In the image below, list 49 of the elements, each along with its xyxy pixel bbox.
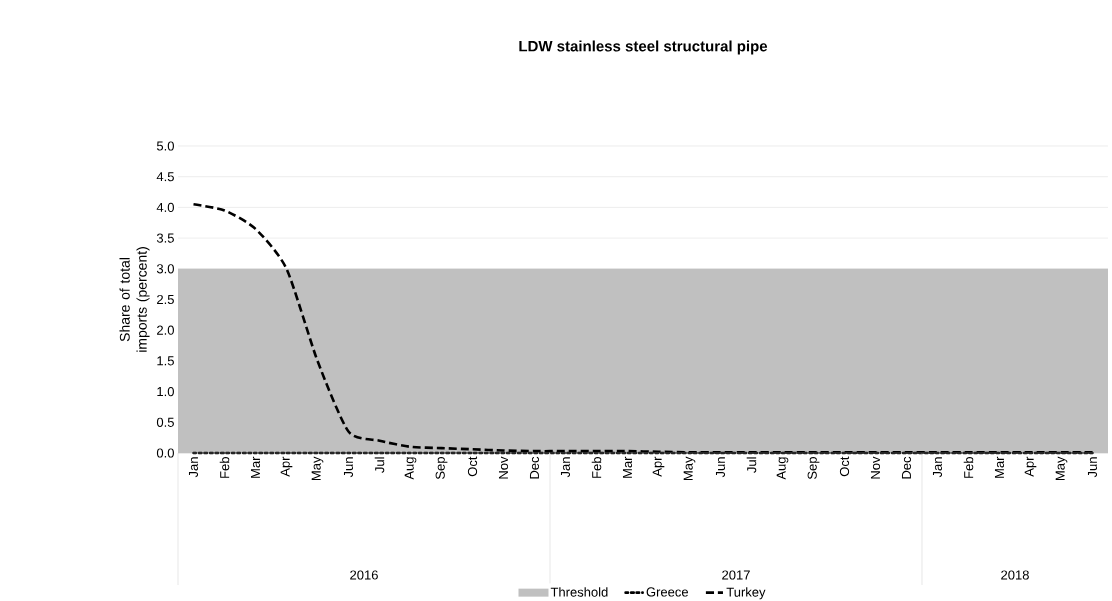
x-tick-label: Jan	[188, 457, 199, 478]
x-tick-label: Apr	[652, 456, 665, 477]
x-tick-label: Apr	[1024, 456, 1037, 477]
x-tick-label: Mar	[622, 456, 633, 478]
x-tick-label: Jul	[746, 457, 757, 473]
legend-label: Turkey	[726, 587, 766, 600]
y-tick-label: 4.5	[156, 172, 174, 182]
x-tick-label: Jun	[715, 457, 726, 478]
x-tick-label: Aug	[776, 457, 789, 480]
text: 2016	[350, 570, 378, 580]
x-tick-label: Sep	[807, 457, 820, 480]
x-tick-label: Feb	[219, 457, 230, 478]
y-tick-label: 2.0	[157, 325, 174, 335]
x-tick-label: Dec	[529, 456, 540, 479]
x-tick-label: Mar	[994, 456, 1005, 478]
y-tick-label: 3.0	[156, 264, 174, 274]
x-tick-label: May	[1055, 456, 1068, 481]
y-tick-label: 1.5	[157, 356, 174, 366]
legend-label: Threshold	[550, 587, 608, 597]
text: 2018	[1001, 570, 1029, 580]
y-tick-label: 1.0	[157, 386, 174, 397]
y-tick-label: 3.5	[156, 233, 174, 243]
y-tick-label: 5.0	[156, 141, 174, 151]
y-tick-label: 0.0	[156, 448, 174, 458]
x-tick-label: Oct	[467, 456, 478, 477]
chart-title: LDW stainless steel structural pipe	[519, 40, 768, 55]
x-tick-label: Nov	[870, 456, 881, 479]
x-tick-label: Dec	[901, 456, 912, 479]
legend-label: Greece	[646, 587, 689, 597]
x-tick-label: Jul	[374, 457, 385, 473]
x-tick-label: Sep	[435, 457, 448, 480]
x-tick-label: Apr	[280, 456, 293, 477]
x-tick-label: Nov	[498, 456, 509, 479]
text: 2017	[722, 570, 750, 580]
x-tick-label: May	[311, 456, 324, 481]
x-tick-label: May	[683, 456, 696, 481]
x-tick-label: Aug	[404, 457, 417, 480]
x-tick-label: Mar	[250, 456, 261, 478]
x-tick-label: Oct	[839, 456, 850, 477]
x-tick-label: Feb	[591, 457, 602, 478]
y-tick-label: 2.5	[157, 294, 174, 305]
x-tick-label: Jan	[932, 457, 943, 478]
y-tick-label: 4.0	[156, 202, 174, 212]
x-tick-label: Jan	[560, 457, 571, 478]
y-tick-label: 0.5	[156, 417, 174, 427]
x-tick-label: Jun	[343, 457, 354, 478]
x-tick-label: Jun	[1087, 457, 1098, 478]
y-axis-title: Share of total imports (percent)	[119, 247, 150, 352]
x-tick-label: Feb	[963, 457, 974, 478]
